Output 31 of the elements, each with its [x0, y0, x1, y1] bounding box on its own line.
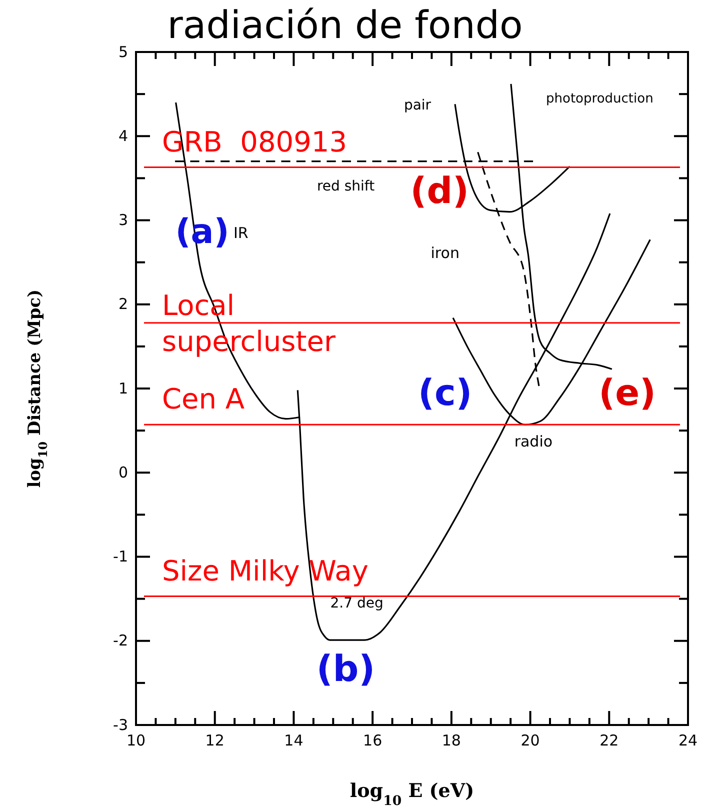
annotation: iron	[430, 244, 460, 262]
annotation: (e)	[598, 373, 656, 414]
annotation: (c)	[418, 373, 472, 414]
annotation: (d)	[410, 171, 469, 212]
x-tick-label: 12	[205, 732, 224, 750]
annotation: IR	[233, 224, 248, 242]
x-axis-title: log$_{10}$ E (eV)	[350, 780, 474, 808]
y-tick-label: -3	[113, 716, 128, 734]
ref-line-label: Cen A	[162, 382, 245, 416]
annotation: (b)	[316, 649, 376, 690]
x-tick-label: 20	[520, 732, 540, 750]
y-tick-label: 0	[118, 463, 128, 482]
x-tick-label: 14	[284, 732, 304, 750]
x-tick-label: 22	[600, 732, 619, 750]
y-tick-label: 4	[118, 126, 128, 145]
x-tick-label: 10	[126, 732, 146, 750]
annotation: radio	[514, 432, 553, 450]
x-tick-label: 18	[442, 732, 461, 750]
annotation: 2.7 deg	[330, 596, 384, 612]
y-tick-label: -2	[113, 632, 128, 650]
x-tick-label: 16	[363, 732, 382, 750]
chart-title: radiación de fondo	[167, 3, 523, 47]
y-tick-label: 3	[118, 211, 128, 230]
annotation: red shift	[316, 178, 376, 194]
y-tick-label: 2	[118, 295, 128, 314]
y-tick-label: -1	[113, 548, 128, 566]
y-tick-label: 5	[118, 42, 128, 61]
annotation: photoproduction	[546, 92, 654, 107]
y-tick-label: 1	[118, 379, 128, 398]
annotation: pair	[404, 98, 432, 114]
x-tick-label: 24	[678, 732, 698, 750]
